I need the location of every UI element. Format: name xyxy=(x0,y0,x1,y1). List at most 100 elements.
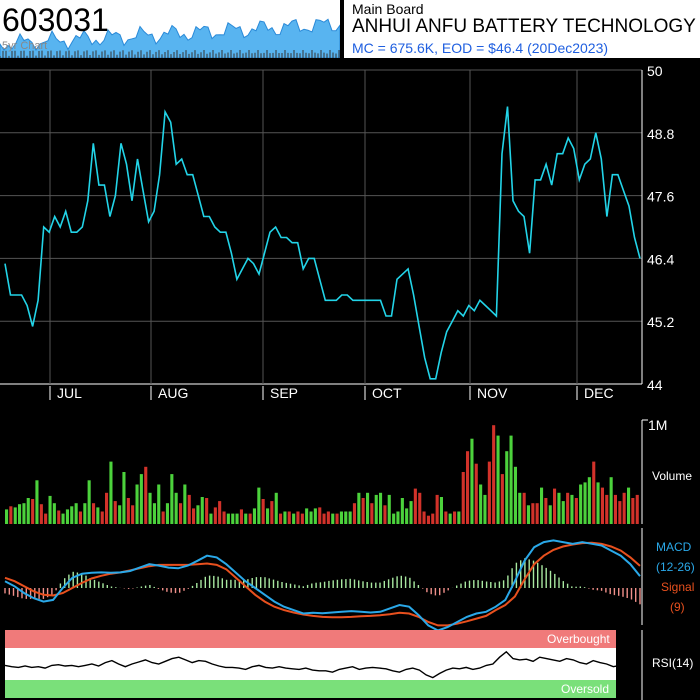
volume-bar xyxy=(522,492,526,524)
rsi-line xyxy=(4,650,641,679)
volume-bar xyxy=(183,484,187,524)
month-tick-label: AUG xyxy=(158,385,188,401)
volume-bar xyxy=(231,513,235,524)
volume-bar xyxy=(331,513,335,524)
market-cap-summary: MC = 675.6K, EOD = $46.4 (20Dec2023) xyxy=(352,40,609,56)
header-info: Main Board ANHUI ANFU BATTERY TECHNOLOGY… xyxy=(344,0,700,58)
volume-bar xyxy=(566,492,570,524)
volume-bar xyxy=(170,474,174,524)
volume-bar xyxy=(466,451,470,524)
price-axis-tick-label: 48.8 xyxy=(647,126,674,142)
volume-bar xyxy=(57,510,61,524)
volume-bar xyxy=(174,492,178,524)
month-tick-label: NOV xyxy=(477,385,508,401)
volume-bar xyxy=(526,505,530,524)
volume-bar xyxy=(118,505,122,524)
volume-bar xyxy=(453,511,457,524)
volume-bar xyxy=(561,501,565,524)
ticker-symbol: 603031 xyxy=(2,2,109,38)
volume-bar xyxy=(422,511,426,524)
volume-bar xyxy=(200,497,204,524)
volume-bar xyxy=(592,461,596,524)
volume-bar xyxy=(22,503,26,524)
volume-bar xyxy=(87,480,91,524)
overbought-band xyxy=(5,630,616,648)
volume-bar xyxy=(431,513,435,524)
volume-bar xyxy=(461,472,465,524)
price-axis-tick-label: 50 xyxy=(647,63,663,79)
five-year-chart-label: 5yr Chart xyxy=(2,40,48,52)
volume-bar xyxy=(413,488,417,524)
volume-bar xyxy=(131,505,135,524)
volume-bar xyxy=(374,494,378,524)
volume-bar xyxy=(418,492,422,524)
volume-bar xyxy=(509,435,513,524)
volume-bar xyxy=(96,507,100,524)
month-tick-label: SEP xyxy=(270,385,298,401)
volume-bar xyxy=(39,504,43,524)
volume-bar xyxy=(387,494,391,524)
volume-bar xyxy=(627,487,631,524)
rsi-label: RSI(14) xyxy=(652,656,693,670)
volume-bar xyxy=(270,501,274,524)
volume-bar xyxy=(535,503,539,524)
volume-bar xyxy=(587,477,591,524)
price-axis-tick-label: 46.4 xyxy=(647,251,674,267)
volume-bar xyxy=(257,487,261,524)
company-name: ANHUI ANFU BATTERY TECHNOLOGY xyxy=(352,16,696,37)
volume-bar xyxy=(448,513,452,524)
volume-bar xyxy=(305,508,309,524)
volume-bar xyxy=(487,461,491,524)
volume-bar xyxy=(213,507,217,524)
volume-bar xyxy=(483,494,487,524)
volume-bar xyxy=(457,511,461,524)
volume-bar xyxy=(596,482,600,524)
rsi-neutral-band xyxy=(5,648,616,680)
volume-label: Volume xyxy=(652,469,692,483)
volume-bar xyxy=(357,492,361,524)
volume-bar xyxy=(444,511,448,524)
volume-bar xyxy=(613,494,617,524)
volume-bar xyxy=(48,495,52,524)
volume-bar xyxy=(370,503,374,524)
overbought-label: Overbought xyxy=(547,632,610,646)
volume-bar xyxy=(78,511,82,524)
volume-bar xyxy=(283,511,287,524)
volume-bar xyxy=(505,451,509,524)
volume-bar xyxy=(500,474,504,524)
volume-bar xyxy=(313,508,317,524)
volume-bar xyxy=(165,503,169,524)
macd-label: MACD xyxy=(656,540,692,554)
volume-axis-tick-label: 1M xyxy=(648,417,667,433)
volume-bar xyxy=(409,501,413,524)
volume-bar xyxy=(470,438,474,524)
volume-bar xyxy=(322,513,326,524)
volume-bar xyxy=(583,482,587,524)
volume-bar xyxy=(70,506,74,524)
volume-bar xyxy=(318,507,322,524)
volume-bar xyxy=(300,513,304,524)
five-year-area xyxy=(0,18,340,58)
five-year-chart-panel: 603031 5yr Chart xyxy=(0,0,340,58)
volume-bar xyxy=(361,498,365,524)
volume-bar xyxy=(622,492,626,524)
volume-bar xyxy=(135,484,139,524)
volume-bar xyxy=(235,513,239,524)
signal-period-label: (9) xyxy=(670,600,685,614)
volume-bar xyxy=(579,484,583,524)
volume-bar xyxy=(392,513,396,524)
volume-bar xyxy=(148,492,152,524)
month-tick-label: OCT xyxy=(372,385,402,401)
volume-bar xyxy=(83,503,87,524)
volume-bar xyxy=(61,513,65,524)
volume-bar xyxy=(600,487,604,524)
volume-bar xyxy=(531,503,535,524)
volume-bar xyxy=(157,484,161,524)
volume-bar xyxy=(309,511,313,524)
volume-bar xyxy=(335,513,339,524)
price-axis-tick-label: 44 xyxy=(647,377,663,393)
volume-bar xyxy=(405,508,409,524)
price-series-line xyxy=(4,106,641,380)
volume-bar xyxy=(366,492,370,524)
